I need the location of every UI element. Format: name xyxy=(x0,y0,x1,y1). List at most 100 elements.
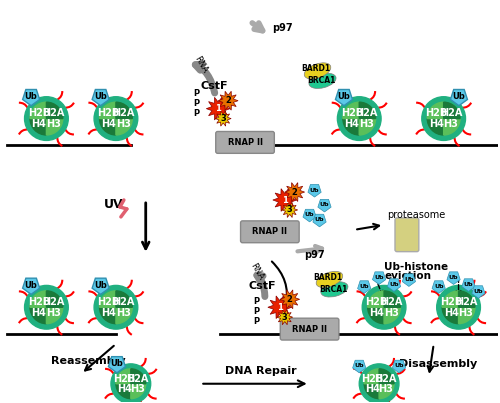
Polygon shape xyxy=(273,189,296,211)
FancyBboxPatch shape xyxy=(395,218,419,251)
Text: Ub: Ub xyxy=(360,284,369,289)
Text: RNA: RNA xyxy=(248,262,265,281)
Wedge shape xyxy=(46,102,63,118)
Text: eviction: eviction xyxy=(384,272,431,281)
Text: H3: H3 xyxy=(116,308,130,318)
Polygon shape xyxy=(318,199,331,212)
Ellipse shape xyxy=(316,271,342,287)
Wedge shape xyxy=(458,291,475,307)
Text: H3: H3 xyxy=(116,119,130,129)
Text: RNAP II: RNAP II xyxy=(292,324,327,334)
FancyBboxPatch shape xyxy=(280,318,339,340)
Text: H2B: H2B xyxy=(113,374,135,384)
Text: P: P xyxy=(194,99,200,108)
Text: H2A: H2A xyxy=(126,374,148,384)
Wedge shape xyxy=(368,307,384,324)
Text: H3: H3 xyxy=(444,119,458,129)
Polygon shape xyxy=(352,360,366,373)
Text: Ub: Ub xyxy=(464,282,473,287)
Text: Disassembly: Disassembly xyxy=(399,359,477,369)
Text: H2B: H2B xyxy=(98,108,120,118)
Wedge shape xyxy=(116,384,131,399)
Text: H2A: H2A xyxy=(42,108,65,118)
Wedge shape xyxy=(131,369,146,384)
Wedge shape xyxy=(364,384,379,399)
Text: RNAP II: RNAP II xyxy=(252,227,288,236)
Polygon shape xyxy=(206,97,230,120)
Text: BARD1: BARD1 xyxy=(313,273,342,282)
Polygon shape xyxy=(392,360,406,373)
Wedge shape xyxy=(444,102,460,118)
Text: P: P xyxy=(194,89,200,98)
Text: Ub: Ub xyxy=(374,275,384,280)
Wedge shape xyxy=(116,102,132,118)
Wedge shape xyxy=(46,118,63,135)
Text: Ub: Ub xyxy=(390,282,399,287)
Wedge shape xyxy=(30,102,46,118)
Text: Ub: Ub xyxy=(449,275,458,280)
Polygon shape xyxy=(358,281,371,293)
Wedge shape xyxy=(100,307,116,324)
Ellipse shape xyxy=(309,73,336,88)
Text: Ub: Ub xyxy=(24,92,38,101)
Polygon shape xyxy=(472,286,485,298)
Circle shape xyxy=(338,97,381,140)
Text: H2B: H2B xyxy=(366,297,388,307)
Text: 1: 1 xyxy=(282,195,288,204)
Polygon shape xyxy=(215,111,231,126)
Wedge shape xyxy=(359,118,376,135)
Text: H2A: H2A xyxy=(112,297,134,307)
Text: H2B: H2B xyxy=(425,108,448,118)
Ellipse shape xyxy=(304,63,331,79)
Polygon shape xyxy=(462,279,475,291)
Text: H4: H4 xyxy=(32,308,46,318)
Wedge shape xyxy=(364,369,379,384)
Polygon shape xyxy=(218,91,238,110)
Wedge shape xyxy=(116,291,132,307)
Wedge shape xyxy=(30,118,46,135)
Polygon shape xyxy=(92,89,109,106)
Text: H4: H4 xyxy=(429,119,444,129)
Wedge shape xyxy=(428,102,444,118)
Text: CstF: CstF xyxy=(248,281,276,291)
Text: Ub: Ub xyxy=(305,212,314,217)
Text: 1: 1 xyxy=(216,104,221,113)
Text: Ub-histone: Ub-histone xyxy=(384,262,448,272)
Text: 2: 2 xyxy=(225,96,231,105)
Text: H2B: H2B xyxy=(440,297,462,307)
Wedge shape xyxy=(116,307,132,324)
Circle shape xyxy=(359,364,399,403)
Wedge shape xyxy=(444,118,460,135)
Polygon shape xyxy=(92,278,109,294)
Polygon shape xyxy=(313,214,326,227)
Text: H3: H3 xyxy=(46,308,61,318)
Polygon shape xyxy=(282,202,298,218)
Text: H2A: H2A xyxy=(380,297,402,307)
Text: H4: H4 xyxy=(101,119,116,129)
Text: RNAP II: RNAP II xyxy=(228,138,262,147)
Text: P: P xyxy=(253,317,259,326)
Wedge shape xyxy=(359,102,376,118)
Text: 3: 3 xyxy=(287,206,292,214)
Text: H3: H3 xyxy=(359,119,374,129)
Text: H4: H4 xyxy=(365,384,380,394)
Text: P: P xyxy=(253,297,259,306)
Text: Ub: Ub xyxy=(338,92,350,101)
Polygon shape xyxy=(308,185,321,197)
Wedge shape xyxy=(384,307,400,324)
Circle shape xyxy=(362,285,406,329)
Wedge shape xyxy=(428,118,444,135)
Text: H2A: H2A xyxy=(454,297,477,307)
Text: Reassembly: Reassembly xyxy=(52,356,126,366)
Circle shape xyxy=(24,97,68,140)
Wedge shape xyxy=(442,307,458,324)
Polygon shape xyxy=(402,274,415,287)
Text: Ub: Ub xyxy=(110,359,124,368)
Polygon shape xyxy=(336,89,352,106)
Text: H3: H3 xyxy=(46,119,61,129)
Wedge shape xyxy=(30,307,46,324)
Polygon shape xyxy=(388,279,400,291)
Wedge shape xyxy=(46,291,63,307)
Text: 3: 3 xyxy=(220,114,226,123)
Text: 3: 3 xyxy=(282,313,288,322)
